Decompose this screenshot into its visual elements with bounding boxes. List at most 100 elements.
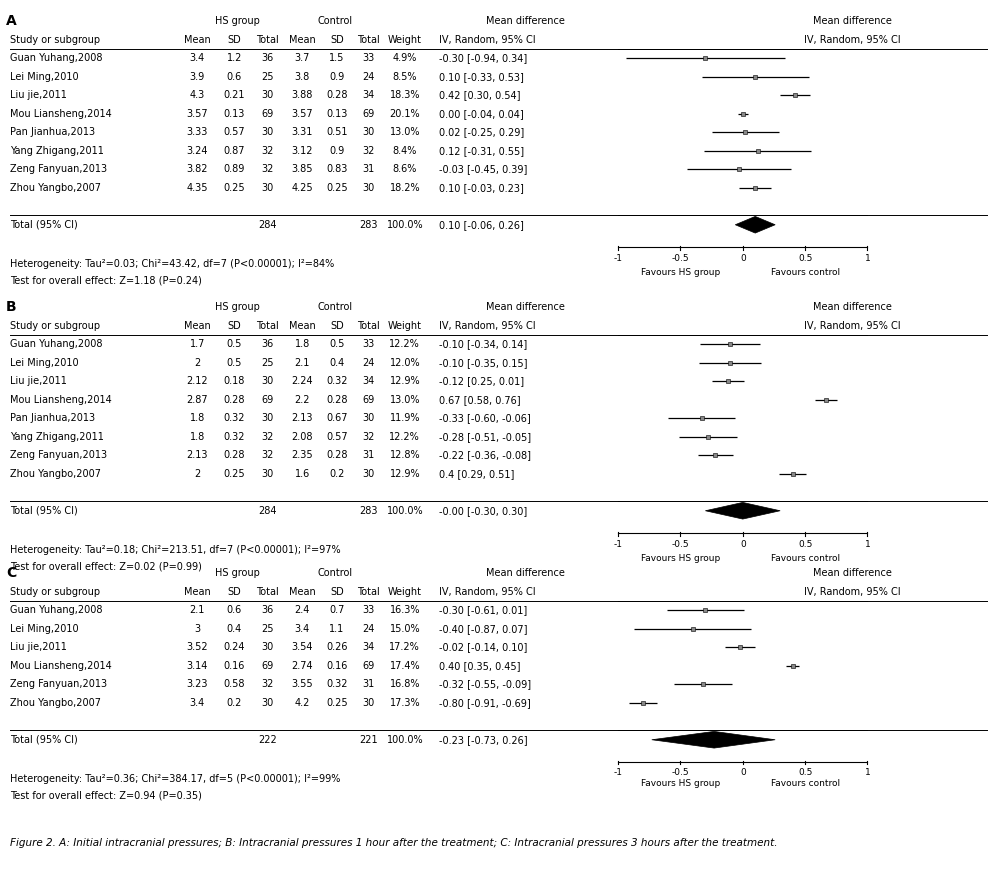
Text: 17.3%: 17.3% — [390, 698, 420, 708]
Text: IV, Random, 95% CI: IV, Random, 95% CI — [805, 35, 900, 45]
Text: Heterogeneity: Tau²=0.18; Chi²=213.51, df=7 (P<0.00001); I²=97%: Heterogeneity: Tau²=0.18; Chi²=213.51, d… — [10, 545, 341, 555]
Text: 3: 3 — [194, 624, 200, 633]
Text: 0.87: 0.87 — [223, 146, 245, 156]
Text: 1: 1 — [864, 768, 870, 777]
Text: Guan Yuhang,2008: Guan Yuhang,2008 — [10, 606, 103, 616]
Text: SD: SD — [330, 321, 344, 331]
Text: 3.57: 3.57 — [291, 108, 313, 119]
Text: Yang Zhigang,2011: Yang Zhigang,2011 — [10, 146, 104, 156]
Text: 0.40 [0.35, 0.45]: 0.40 [0.35, 0.45] — [439, 660, 520, 671]
Text: Mean: Mean — [184, 35, 210, 45]
Text: 0.02 [-0.25, 0.29]: 0.02 [-0.25, 0.29] — [439, 127, 524, 137]
Text: Mean: Mean — [289, 587, 315, 597]
Text: Liu jie,2011: Liu jie,2011 — [10, 376, 67, 386]
Text: 222: 222 — [258, 735, 276, 745]
Text: 0.13: 0.13 — [326, 108, 348, 119]
Text: -0.5: -0.5 — [672, 768, 689, 777]
Polygon shape — [652, 731, 776, 748]
Text: 24: 24 — [363, 624, 375, 633]
Text: Favours HS group: Favours HS group — [641, 268, 720, 277]
Text: Study or subgroup: Study or subgroup — [10, 587, 100, 597]
Text: 69: 69 — [363, 395, 375, 405]
Text: 0.89: 0.89 — [223, 164, 245, 174]
Text: 3.57: 3.57 — [186, 108, 208, 119]
Text: 30: 30 — [363, 469, 375, 478]
Text: 284: 284 — [258, 220, 276, 229]
Text: 0.5: 0.5 — [329, 340, 345, 349]
Text: -0.40 [-0.87, 0.07]: -0.40 [-0.87, 0.07] — [439, 624, 527, 633]
Text: Favours control: Favours control — [771, 779, 839, 788]
Text: 0.83: 0.83 — [326, 164, 348, 174]
Text: -0.12 [0.25, 0.01]: -0.12 [0.25, 0.01] — [439, 376, 523, 386]
Text: 1: 1 — [864, 540, 870, 549]
Text: 221: 221 — [360, 735, 378, 745]
Text: Zhou Yangbo,2007: Zhou Yangbo,2007 — [10, 469, 101, 478]
Text: 2.74: 2.74 — [291, 660, 313, 671]
Text: Yang Zhigang,2011: Yang Zhigang,2011 — [10, 432, 104, 442]
Text: 4.2: 4.2 — [294, 698, 310, 708]
Text: 0.00 [-0.04, 0.04]: 0.00 [-0.04, 0.04] — [439, 108, 523, 119]
Text: 0: 0 — [740, 254, 746, 263]
Text: 13.0%: 13.0% — [390, 395, 420, 405]
Text: 33: 33 — [363, 53, 375, 64]
Text: Pan Jianhua,2013: Pan Jianhua,2013 — [10, 127, 95, 137]
Text: 0.67 [0.58, 0.76]: 0.67 [0.58, 0.76] — [439, 395, 520, 405]
Text: 2.35: 2.35 — [291, 451, 313, 461]
Text: Mou Liansheng,2014: Mou Liansheng,2014 — [10, 108, 112, 119]
Text: 34: 34 — [363, 90, 375, 100]
Text: 0.25: 0.25 — [223, 469, 245, 478]
Text: 2.2: 2.2 — [294, 395, 310, 405]
Text: Control: Control — [317, 302, 353, 312]
Text: 34: 34 — [363, 642, 375, 652]
Text: Mean: Mean — [184, 587, 210, 597]
Text: 12.9%: 12.9% — [390, 469, 420, 478]
Text: -0.00 [-0.30, 0.30]: -0.00 [-0.30, 0.30] — [439, 505, 527, 516]
Text: Study or subgroup: Study or subgroup — [10, 321, 100, 331]
Text: 0.4: 0.4 — [226, 624, 242, 633]
Text: 34: 34 — [363, 376, 375, 386]
Text: 24: 24 — [363, 72, 375, 82]
Text: -0.28 [-0.51, -0.05]: -0.28 [-0.51, -0.05] — [439, 432, 530, 442]
Polygon shape — [705, 503, 780, 519]
Text: SD: SD — [330, 587, 344, 597]
Text: Zeng Fanyuan,2013: Zeng Fanyuan,2013 — [10, 164, 107, 174]
Text: 8.4%: 8.4% — [393, 146, 417, 156]
Text: 17.4%: 17.4% — [390, 660, 420, 671]
Text: Total: Total — [256, 35, 278, 45]
Text: 0.5: 0.5 — [226, 340, 242, 349]
Text: 69: 69 — [363, 108, 375, 119]
Text: 30: 30 — [363, 127, 375, 137]
Text: 0.57: 0.57 — [223, 127, 245, 137]
Text: 0.10 [-0.03, 0.23]: 0.10 [-0.03, 0.23] — [439, 183, 523, 193]
Text: Favours HS group: Favours HS group — [641, 779, 720, 788]
Text: 69: 69 — [261, 660, 273, 671]
Text: 31: 31 — [363, 451, 375, 461]
Text: 24: 24 — [363, 358, 375, 367]
Text: 3.33: 3.33 — [186, 127, 208, 137]
Text: Total (95% CI): Total (95% CI) — [10, 735, 78, 745]
Text: 18.2%: 18.2% — [390, 183, 420, 193]
Text: Favours control: Favours control — [771, 554, 839, 563]
Text: Mou Liansheng,2014: Mou Liansheng,2014 — [10, 395, 112, 405]
Text: 0.25: 0.25 — [326, 183, 348, 193]
Text: SD: SD — [227, 35, 241, 45]
Text: 16.8%: 16.8% — [390, 679, 420, 689]
Text: 0.4: 0.4 — [329, 358, 345, 367]
Text: 0.10 [-0.33, 0.53]: 0.10 [-0.33, 0.53] — [439, 72, 523, 82]
Text: -0.5: -0.5 — [672, 540, 689, 549]
Text: -0.03 [-0.45, 0.39]: -0.03 [-0.45, 0.39] — [439, 164, 527, 174]
Text: -0.80 [-0.91, -0.69]: -0.80 [-0.91, -0.69] — [439, 698, 530, 708]
Text: 15.0%: 15.0% — [390, 624, 420, 633]
Text: Mou Liansheng,2014: Mou Liansheng,2014 — [10, 660, 112, 671]
Text: 0.13: 0.13 — [223, 108, 245, 119]
Text: 36: 36 — [261, 340, 273, 349]
Text: Zeng Fanyuan,2013: Zeng Fanyuan,2013 — [10, 679, 107, 689]
Text: 0.16: 0.16 — [223, 660, 245, 671]
Text: Mean difference: Mean difference — [813, 568, 892, 578]
Text: Figure 2. A: Initial intracranial pressures; B: Intracranial pressures 1 hour af: Figure 2. A: Initial intracranial pressu… — [10, 838, 778, 848]
Text: 30: 30 — [363, 698, 375, 708]
Text: 1.6: 1.6 — [294, 469, 310, 478]
Text: Total: Total — [256, 587, 278, 597]
Text: Lei Ming,2010: Lei Ming,2010 — [10, 358, 79, 367]
Text: 36: 36 — [261, 606, 273, 616]
